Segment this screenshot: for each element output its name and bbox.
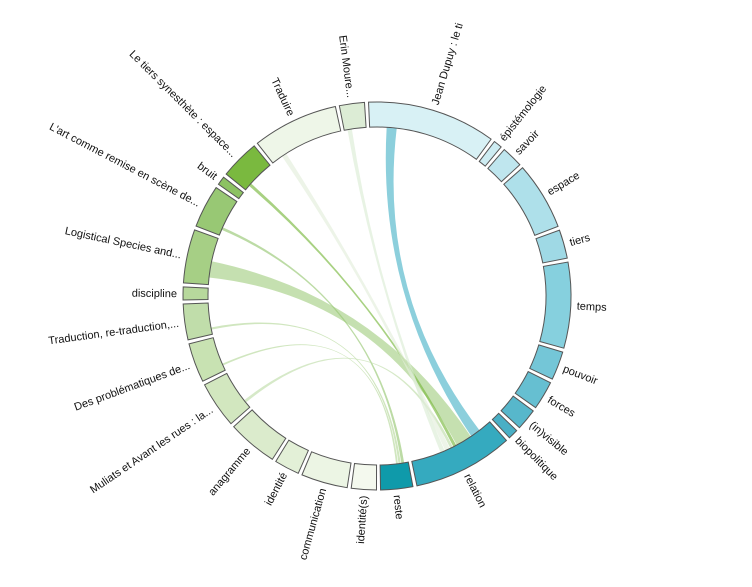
arc-logistical[interactable] [182, 229, 219, 286]
arc-forces[interactable] [514, 370, 552, 409]
chords-layer [209, 127, 480, 464]
label-traduction-re: Traduction, re-traduction,... [48, 318, 180, 348]
arc-jean-dupuy[interactable] [368, 101, 492, 161]
label-logistical: Logistical Species and... [64, 225, 183, 261]
arc-bruit[interactable] [217, 176, 245, 200]
arc-erin-moure[interactable] [338, 101, 367, 131]
label-epistemologie: épistémologie [498, 83, 550, 144]
arc-reste[interactable] [379, 461, 414, 491]
arc-tiers-synesthete[interactable] [225, 145, 271, 191]
arc-discipline[interactable] [182, 286, 209, 301]
label-discipline: discipline [132, 288, 177, 301]
chord-logistical-relation[interactable] [209, 261, 471, 445]
arc-invisible[interactable] [500, 395, 534, 429]
arc-tiers[interactable] [535, 229, 568, 264]
arc-espace[interactable] [503, 167, 559, 236]
arc-relation[interactable] [411, 421, 508, 487]
label-anagramme: anagramme [206, 446, 253, 499]
arc-traduire[interactable] [256, 105, 342, 164]
label-temps: temps [576, 301, 607, 314]
label-problematiques: Des problématiques de... [73, 360, 192, 413]
label-identites: identité(s) [355, 495, 370, 544]
arc-identites[interactable] [350, 462, 378, 491]
arc-biopolitique[interactable] [491, 412, 518, 439]
arc-identite[interactable] [275, 439, 310, 474]
arc-temps[interactable] [539, 261, 572, 349]
arc-savoir[interactable] [487, 148, 521, 183]
label-tiers-synesthete: Le tiers synesthète : espace... [127, 48, 239, 160]
label-forces: forces [545, 394, 577, 420]
label-traduire: Traduire [268, 76, 296, 118]
label-muliats: Muliats et Avant les rues : la... [88, 404, 215, 496]
label-jean-dupuy: Jean Dupuy : le ti [430, 22, 466, 107]
arc-epistemologie[interactable] [478, 140, 502, 167]
chord-traduction-re-reste[interactable] [210, 322, 401, 464]
label-reste: reste [391, 494, 405, 520]
label-savoir: savoir [513, 128, 542, 158]
label-art-remise: L'art comme remise en scène de... [47, 121, 202, 210]
arcs-layer [182, 101, 572, 491]
label-identite: identité [263, 471, 290, 508]
label-erin-moure: Erin Moure... [336, 35, 356, 99]
label-bruit: bruit [195, 160, 219, 182]
arc-problematiques[interactable] [188, 337, 226, 382]
label-relation: relation [461, 472, 488, 510]
arc-traduction-re[interactable] [182, 302, 213, 341]
chord-jean-dupuy-relation[interactable] [385, 127, 480, 437]
chord-traduire-relation[interactable] [281, 153, 450, 451]
arc-pouvoir[interactable] [529, 344, 564, 380]
label-espace: espace [545, 170, 582, 199]
arc-muliats[interactable] [203, 372, 251, 425]
arc-communication[interactable] [301, 451, 352, 489]
label-pouvoir: pouvoir [561, 363, 599, 387]
arc-art-remise[interactable] [195, 186, 238, 236]
label-tiers: tiers [568, 232, 592, 249]
arc-anagramme[interactable] [232, 409, 287, 461]
chord-erin-moure-relation[interactable] [347, 128, 445, 453]
label-communication: communication [297, 487, 329, 561]
